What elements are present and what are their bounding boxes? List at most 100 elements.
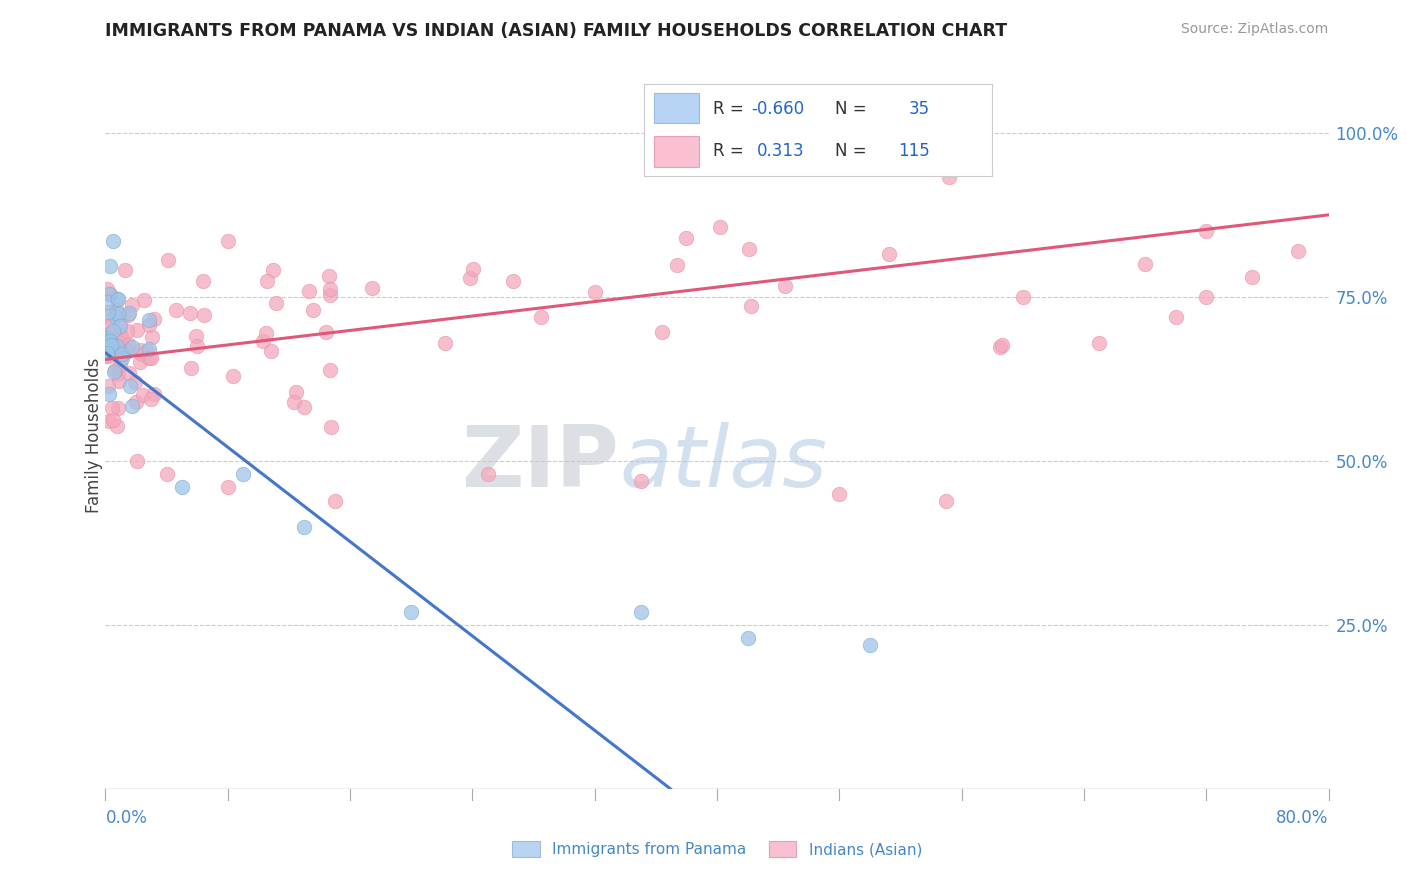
Point (111, 331, 134, 345)
Point (97, 344, 120, 359)
Point (117, 336, 139, 351)
Point (319, 288, 342, 302)
Text: 0.0%: 0.0% (105, 809, 148, 827)
Point (155, 467, 177, 482)
Point (138, 342, 160, 356)
Point (859, 638, 882, 652)
Point (217, 235, 239, 249)
Point (105, 419, 128, 434)
Point (125, 323, 148, 337)
Point (97, 287, 120, 301)
Point (991, 338, 1014, 352)
Point (105, 339, 128, 353)
Point (103, 332, 125, 346)
Point (318, 363, 340, 377)
Point (107, 292, 129, 306)
Point (260, 343, 283, 358)
Point (101, 324, 124, 338)
Point (125, 454, 148, 468)
Point (292, 520, 315, 534)
Point (583, 285, 606, 299)
Point (262, 263, 284, 277)
Point (141, 351, 163, 365)
Point (179, 306, 201, 320)
Point (100, 259, 122, 273)
Point (98, 334, 121, 349)
Point (96, 349, 118, 363)
Point (264, 295, 287, 310)
Point (98, 339, 121, 353)
Point (502, 274, 524, 288)
FancyBboxPatch shape (654, 136, 699, 167)
Text: 115: 115 (898, 142, 929, 161)
Point (433, 335, 456, 350)
Point (125, 395, 148, 409)
Point (461, 261, 484, 276)
Point (143, 386, 166, 401)
Point (117, 343, 139, 358)
Point (105, 345, 128, 359)
Text: 80.0%: 80.0% (1277, 809, 1329, 827)
Point (138, 313, 160, 327)
Point (458, 271, 481, 285)
Point (136, 343, 159, 358)
Point (98, 415, 121, 429)
Point (401, 605, 423, 619)
Point (129, 355, 152, 369)
Text: atlas: atlas (619, 422, 827, 505)
Point (107, 368, 129, 382)
Point (319, 282, 342, 296)
Point (111, 346, 134, 360)
Point (1088, 335, 1111, 350)
Point (104, 362, 127, 376)
Point (98, 387, 121, 401)
Point (96, 346, 118, 360)
Point (108, 326, 131, 341)
Text: N =: N = (835, 100, 868, 118)
Point (96, 349, 118, 363)
Point (773, 279, 796, 293)
Point (737, 242, 759, 256)
Point (139, 392, 162, 406)
Point (105, 292, 128, 306)
Point (142, 311, 165, 326)
Point (100, 337, 122, 351)
Point (315, 326, 337, 340)
Point (110, 311, 132, 326)
Point (935, 493, 957, 508)
Point (131, 346, 153, 360)
Point (1195, 224, 1218, 238)
Point (104, 310, 127, 324)
Point (193, 308, 215, 322)
Point (318, 269, 340, 284)
Point (121, 399, 143, 413)
Point (665, 259, 688, 273)
Point (1011, 290, 1033, 304)
Point (114, 262, 136, 277)
Point (128, 343, 150, 358)
Point (1195, 290, 1218, 304)
Point (114, 341, 136, 355)
Text: 35: 35 (908, 100, 929, 118)
Point (107, 307, 129, 321)
Point (101, 401, 124, 415)
Point (132, 293, 155, 308)
Text: -0.660: -0.660 (751, 100, 804, 118)
Point (319, 420, 342, 434)
Point (115, 324, 138, 338)
Text: R =: R = (713, 142, 744, 161)
Point (630, 605, 652, 619)
Text: IMMIGRANTS FROM PANAMA VS INDIAN (ASIAN) FAMILY HOUSEHOLDS CORRELATION CHART: IMMIGRANTS FROM PANAMA VS INDIAN (ASIAN)… (105, 22, 1008, 40)
Point (184, 329, 207, 343)
Point (165, 303, 187, 318)
Point (630, 474, 652, 488)
Point (98, 286, 121, 301)
Point (254, 326, 277, 340)
Point (361, 281, 384, 295)
Point (96, 343, 118, 357)
Point (530, 310, 553, 324)
Point (709, 219, 731, 234)
Point (97, 305, 120, 319)
Text: Source: ZipAtlas.com: Source: ZipAtlas.com (1181, 22, 1329, 37)
Y-axis label: Family Households: Family Households (86, 357, 103, 513)
